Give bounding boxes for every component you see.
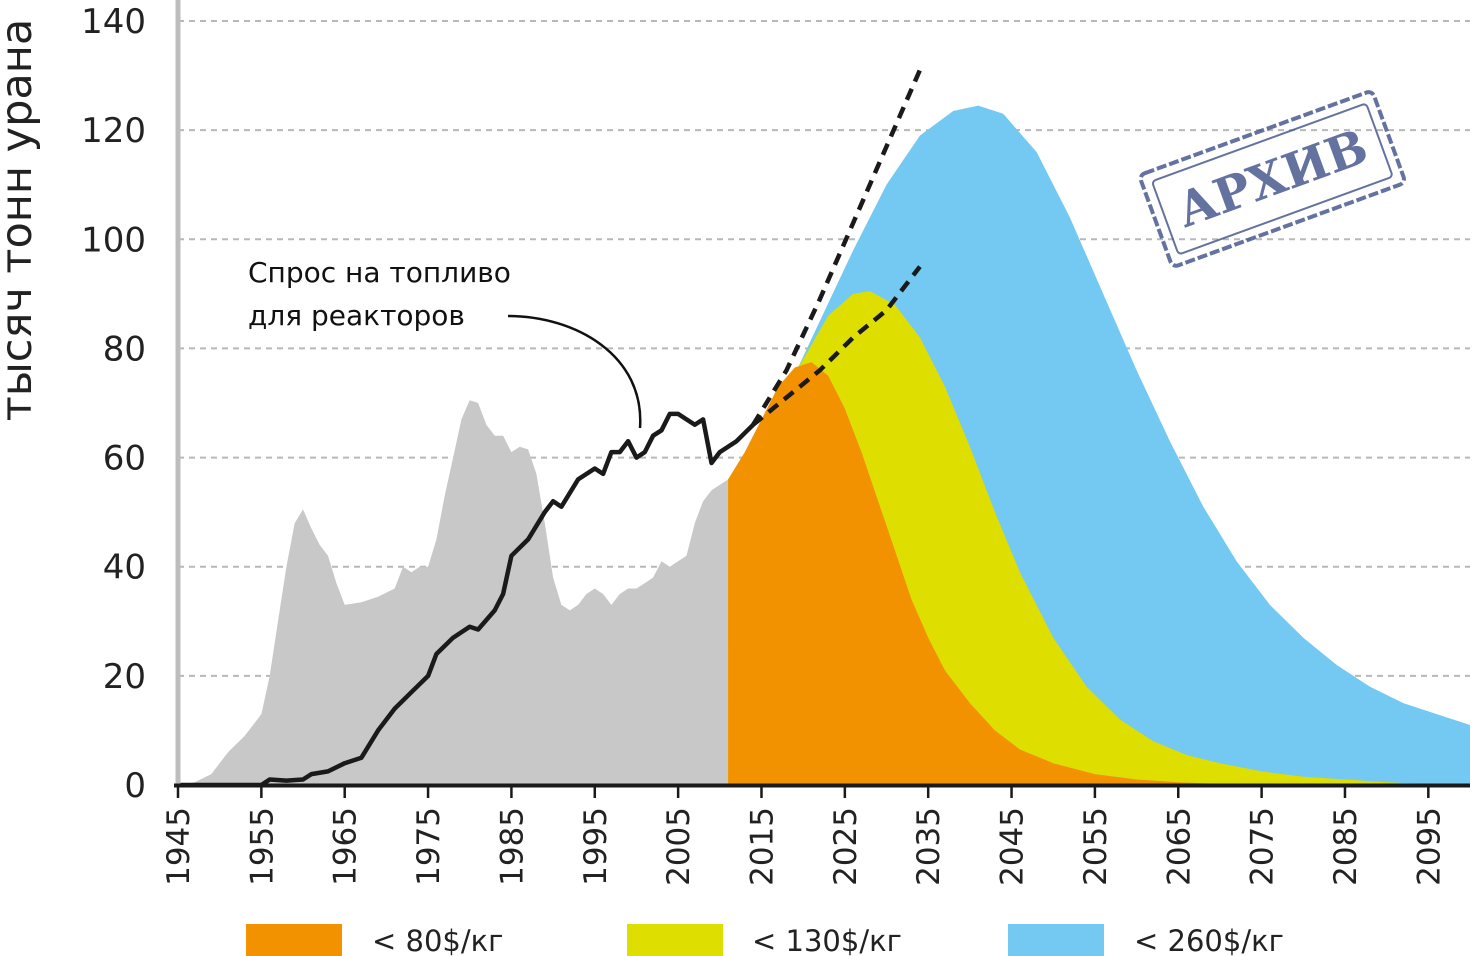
demand-annotation: Спрос на топливо для реакторов xyxy=(248,256,642,429)
line-series xyxy=(178,69,922,788)
y-tick-label: 120 xyxy=(81,111,146,151)
reactor-demand-line xyxy=(178,411,755,788)
x-tick-label: 2045 xyxy=(995,807,1031,886)
x-tick-label: 1975 xyxy=(411,807,447,886)
x-tick-label: 1965 xyxy=(328,807,364,886)
x-tick-label: 1985 xyxy=(494,807,530,886)
legend: < 80$/кг < 130$/кг < 260$/кг xyxy=(246,924,1284,956)
y-axis-label: тысяч тонн урана xyxy=(0,19,42,421)
y-tick-label: 20 xyxy=(103,657,146,697)
legend-label-lt130: < 130$/кг xyxy=(752,924,902,956)
historical-production-area xyxy=(178,400,729,785)
x-tick-label: 1955 xyxy=(244,807,280,886)
x-tick-label: 2095 xyxy=(1411,807,1447,886)
y-tick-label: 100 xyxy=(81,220,146,260)
x-tick-label: 2035 xyxy=(911,807,947,886)
demand-projection-high-line xyxy=(751,69,922,426)
y-tick-label: 40 xyxy=(103,548,146,588)
axes: 0 20 40 60 80 100 120 140 1945 1955 1965 1975 1985 19… xyxy=(81,0,1470,886)
x-tick-label: 2025 xyxy=(828,807,864,886)
x-tick-label: 2055 xyxy=(1078,807,1114,886)
x-tick-label: 2085 xyxy=(1328,807,1364,886)
legend-label-lt80: < 80$/кг xyxy=(372,924,503,956)
y-tick-label: 80 xyxy=(103,329,146,369)
annotation-arrow xyxy=(507,314,642,429)
x-tick-label: 1945 xyxy=(161,807,197,886)
area-series xyxy=(178,105,1470,786)
archive-stamp: АРХИВ xyxy=(1138,90,1406,268)
legend-label-lt260: < 260$/кг xyxy=(1134,924,1284,956)
series-lt80-area xyxy=(728,362,1262,785)
y-tick-label: 140 xyxy=(81,2,146,42)
annotation-line-1: Спрос на топливо xyxy=(248,256,511,289)
y-tick-label: 60 xyxy=(103,439,146,479)
x-tick-label: 2015 xyxy=(744,807,780,886)
x-tick-label: 2065 xyxy=(1161,807,1197,886)
x-tick-label: 2075 xyxy=(1245,807,1281,886)
legend-swatch-lt80 xyxy=(246,924,342,956)
demand-projection-low-line xyxy=(751,265,922,427)
legend-swatch-lt130 xyxy=(627,924,723,956)
legend-swatch-lt260 xyxy=(1008,924,1104,956)
x-tick-label: 1995 xyxy=(578,807,614,886)
annotation-line-2: для реакторов xyxy=(248,299,465,332)
y-tick-label: 0 xyxy=(124,766,146,806)
x-tick-label: 2005 xyxy=(661,807,697,886)
